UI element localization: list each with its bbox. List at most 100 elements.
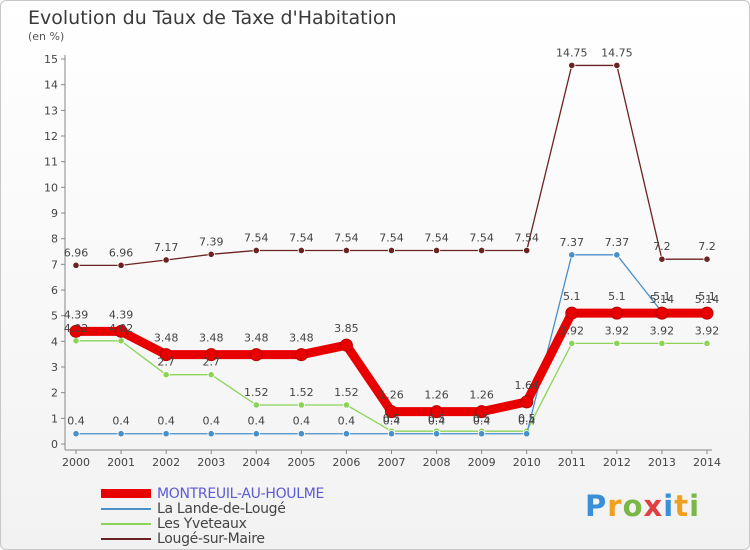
data-label: 3.48 (244, 332, 269, 345)
data-label: 0.4 (473, 415, 491, 428)
data-label: 4.39 (64, 308, 89, 321)
x-tick-label: 2006 (332, 456, 360, 469)
data-label: 1.52 (244, 386, 269, 399)
data-point (204, 348, 218, 362)
legend-swatch (101, 489, 151, 498)
y-tick-label: 4 (51, 335, 58, 348)
data-point (432, 246, 441, 255)
y-tick-label: 11 (44, 156, 58, 169)
x-tick-label: 2010 (513, 456, 541, 469)
data-point (703, 255, 711, 263)
data-point (159, 348, 173, 362)
data-point (162, 371, 170, 379)
data-label: 7.37 (605, 236, 630, 249)
chart-unit-label: (en %) (28, 30, 65, 43)
data-label: 7.54 (334, 231, 359, 244)
data-label: 7.54 (424, 231, 449, 244)
data-point (613, 339, 621, 347)
data-label: 5.1 (698, 290, 716, 303)
data-point (568, 61, 576, 70)
data-label: 0.4 (383, 415, 401, 428)
data-label: 0.4 (157, 415, 175, 428)
data-label: 0.4 (67, 415, 85, 428)
logo-letter: r (607, 489, 623, 523)
data-point (523, 246, 531, 255)
data-point (478, 246, 486, 255)
legend-item: Les Yveteaux (101, 516, 324, 532)
y-tick-label: 10 (44, 181, 58, 194)
x-tick-label: 2009 (468, 456, 496, 469)
y-tick-label: 8 (51, 233, 58, 246)
x-tick-label: 2004 (242, 456, 270, 469)
data-point (658, 255, 666, 263)
data-label: 7.54 (244, 231, 269, 244)
x-tick-label: 2005 (287, 456, 315, 469)
data-point (207, 250, 215, 258)
data-point (72, 337, 80, 345)
data-point (72, 261, 80, 269)
logo-letter: i (689, 489, 701, 523)
legend-label: MONTREUIL-AU-HOULME (157, 485, 325, 502)
data-point (69, 324, 83, 338)
legend-label: Lougé-sur-Maire (157, 530, 265, 547)
data-label: 0.4 (518, 415, 536, 428)
data-point (297, 401, 305, 409)
y-tick-label: 14 (44, 79, 58, 92)
data-label: 2.7 (202, 356, 220, 369)
data-label: 1.26 (424, 389, 449, 402)
legend-label: La Lande-de-Lougé (157, 500, 286, 517)
data-label: 14.75 (556, 46, 588, 59)
logo-letter: x (643, 489, 664, 523)
logo-letter: i (663, 489, 675, 523)
legend-item: MONTREUIL-AU-HOULME (101, 485, 325, 502)
x-tick-label: 2007 (378, 456, 406, 469)
proxiti-logo: Proxiti (585, 489, 700, 523)
y-tick-label: 9 (51, 207, 58, 220)
data-point (72, 430, 80, 438)
data-label: 3.48 (154, 332, 179, 345)
data-label: 7.17 (154, 241, 179, 254)
legend-item: Lougé-sur-Maire (101, 530, 324, 547)
chart-legend: MONTREUIL-AU-HOULME La Lande-de-Lougé Les … (101, 485, 325, 547)
data-label: 3.92 (695, 324, 720, 337)
data-point (613, 61, 621, 70)
data-label: 3.48 (289, 332, 314, 345)
data-label: 4.02 (109, 322, 134, 335)
data-label: 7.54 (514, 231, 539, 244)
data-point (294, 348, 308, 362)
data-point (249, 348, 263, 362)
data-label: 1.52 (334, 386, 359, 399)
data-point (385, 405, 398, 419)
x-tick-label: 2013 (648, 456, 676, 469)
data-point (478, 430, 486, 438)
data-point (610, 306, 624, 320)
y-tick-label: 3 (51, 361, 58, 374)
data-label: 5.14 (650, 293, 675, 306)
x-tick-label: 2014 (693, 456, 721, 469)
data-label: 4.39 (109, 308, 134, 321)
data-point (430, 405, 444, 419)
y-tick-label: 15 (44, 53, 58, 66)
data-label: 3.48 (199, 332, 224, 345)
data-point (252, 401, 260, 409)
data-label: 3.92 (605, 324, 630, 337)
legend-item: La Lande-de-Lougé (101, 500, 324, 517)
data-label: 5.1 (563, 290, 581, 303)
data-label: 7.37 (560, 236, 585, 249)
legend-swatch (101, 507, 151, 510)
data-point (523, 430, 531, 438)
data-point (297, 246, 305, 255)
data-label: 6.96 (64, 246, 89, 259)
data-label: 3.92 (560, 324, 585, 337)
data-label: 7.54 (289, 231, 314, 244)
x-tick-label: 2001 (107, 456, 135, 469)
data-point (297, 430, 305, 438)
data-point (520, 395, 534, 409)
y-tick-label: 7 (51, 258, 58, 271)
data-label: 0.4 (338, 415, 356, 428)
y-tick-label: 13 (44, 104, 58, 117)
data-point (207, 430, 215, 438)
data-label: 5.14 (695, 293, 720, 306)
y-tick-label: 5 (51, 310, 58, 323)
